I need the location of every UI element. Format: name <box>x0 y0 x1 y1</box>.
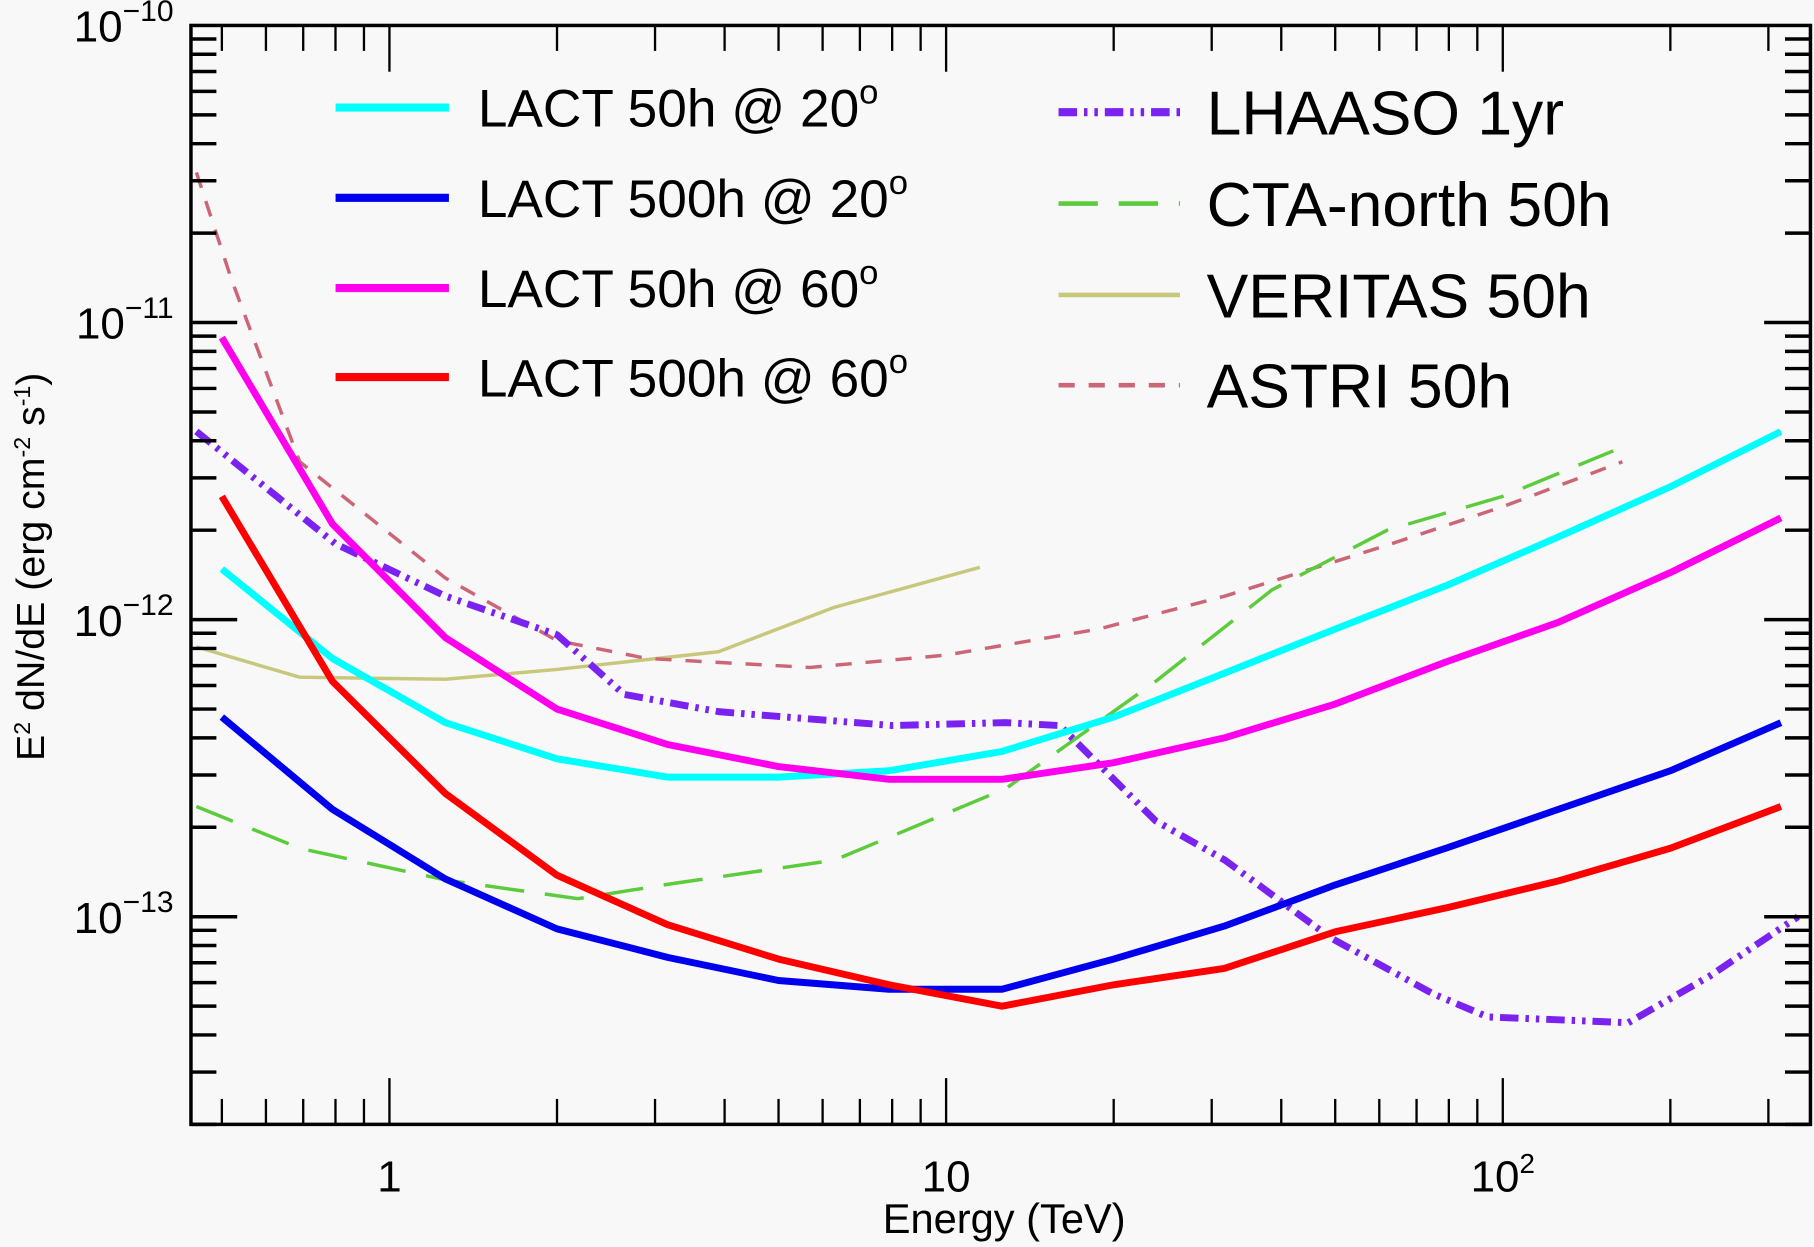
y-axis-label-part: dN/dE (erg cm <box>9 457 53 721</box>
y-axis-label: E2 dN/dE (erg cm-2 s-1) <box>9 373 53 761</box>
y-axis-label-part: E <box>9 735 53 761</box>
series-line-lact-50h-60 <box>218 335 1783 783</box>
x-tick-label: 10 <box>922 1152 971 1201</box>
y-axis-label-part: ) <box>9 373 53 386</box>
legend-label: LACT 50h @ 20o <box>478 74 879 139</box>
x-tick-label: 102 <box>1471 1148 1535 1202</box>
plot-frame <box>189 23 1813 1127</box>
series-line-lact-500h-20 <box>219 714 1783 993</box>
legend-label: LACT 50h @ 60o <box>478 254 879 319</box>
legend-label: ASTRI 50h <box>1207 352 1512 422</box>
legend-entry: LACT 50h @ 60o <box>335 254 879 319</box>
y-tick-label: 10−11 <box>76 292 174 349</box>
axes: 1 10 102 10−10 10−11 10−12 10−13 <box>74 0 1813 1202</box>
series-line-lact-50h-20 <box>219 428 1783 781</box>
legend-entry: LHAASO 1yr <box>1058 79 1565 149</box>
y-tick-label: 10−10 <box>74 0 174 52</box>
y-axis-label-part: -2 <box>9 437 35 458</box>
y-tick-label: 10−13 <box>74 886 174 943</box>
legend-entry: LACT 500h @ 60o <box>335 343 908 408</box>
series-line-veritas-50h <box>195 565 981 681</box>
legend-entry: LACT 50h @ 20o <box>335 74 879 139</box>
legend-label: VERITAS 50h <box>1207 261 1591 331</box>
series-line-cta-north-50h <box>195 449 1614 901</box>
legend-label: LHAASO 1yr <box>1207 79 1565 149</box>
series-line-lact-500h-60 <box>218 494 1783 1010</box>
series-line-astri-50h <box>194 171 1623 670</box>
y-tick-label: 10−12 <box>74 589 174 646</box>
x-axis-label: Energy (TeV) <box>883 1195 1126 1242</box>
legend-label: LACT 500h @ 60o <box>478 343 908 408</box>
y-axis-label-part: 2 <box>9 722 35 735</box>
x-tick-label: 1 <box>377 1152 401 1201</box>
legend-label: LACT 500h @ 20o <box>478 164 908 229</box>
legend-entry: CTA-north 50h <box>1058 170 1612 240</box>
legend-label: CTA-north 50h <box>1207 170 1612 240</box>
legend-entry: VERITAS 50h <box>1058 261 1591 331</box>
legend-entry: ASTRI 50h <box>1058 352 1512 422</box>
series-line-lhaaso-1yr <box>194 428 1800 1027</box>
legend-entry: LACT 500h @ 20o <box>335 164 908 229</box>
series-layer <box>194 171 1800 1027</box>
y-axis-label-part: s <box>9 406 53 437</box>
y-axis-label-part: -1 <box>9 386 35 407</box>
legend: LACT 50h @ 20o LACT 500h @ 20o LACT 50h @ … <box>335 74 1612 422</box>
